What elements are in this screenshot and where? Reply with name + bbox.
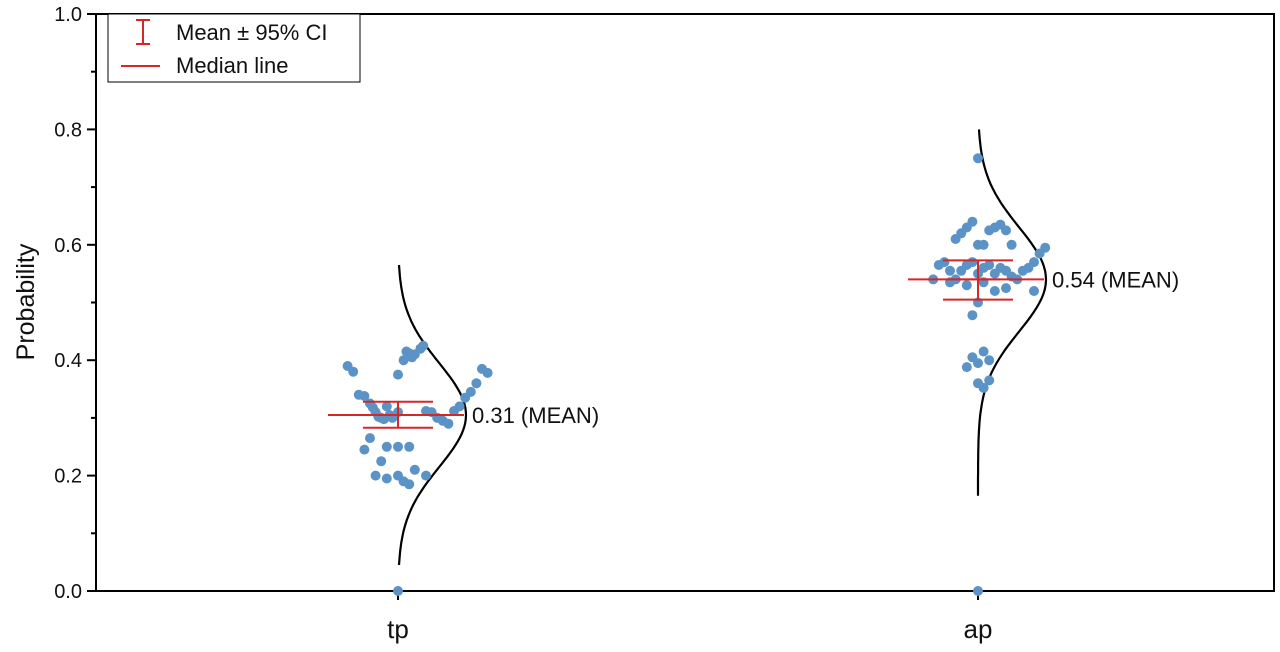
data-point [961,362,972,373]
data-point [393,441,403,452]
data-point [1029,286,1039,296]
y-axis: 0.0 0.2 0.4 0.6 0.8 1.0 [54,4,96,603]
data-point [973,153,983,164]
data-point [421,470,431,481]
chart-groups: 0.31 (MEAN) 0.54 (MEAN) [328,129,1179,596]
data-point [359,444,370,455]
x-tick-label: ap [964,614,993,644]
data-point [393,369,403,380]
data-point [978,346,989,357]
data-point [989,286,1000,296]
y-axis-label: Probability [12,243,40,360]
data-point [978,382,989,393]
data-point [370,470,381,481]
data-point [945,265,955,276]
data-point [984,375,995,386]
y-tick-label: 0.0 [54,581,82,603]
data-point [973,358,983,369]
legend-label-mean-ci: Mean ± 95% CI [176,20,327,45]
data-point [365,433,375,444]
legend-label-median: Median line [176,53,289,78]
data-point [973,586,983,596]
data-point [1001,225,1011,236]
density-curve [397,264,468,566]
data-point [1029,257,1039,268]
data-point [409,464,420,475]
data-point [393,586,403,596]
data-point [1001,283,1011,294]
group-ap: 0.54 (MEAN) [908,129,1179,596]
data-point [381,473,392,484]
legend: Mean ± 95% CI Median line [107,13,361,83]
data-point [939,257,950,268]
data-point [348,366,359,377]
x-tick-label: tp [387,614,409,644]
plot-frame [95,13,1275,592]
mean-annotation: 0.31 (MEAN) [472,403,599,428]
data-point [443,418,454,429]
data-point [984,260,995,270]
data-point [418,340,429,351]
data-point [482,367,493,378]
y-tick-label: 1.0 [54,4,82,26]
legend-errorbar-icon [136,19,150,45]
data-point [376,456,387,467]
data-point [984,355,995,366]
density-curve [976,129,1048,496]
data-point [404,441,415,452]
data-point [404,479,415,490]
data-point [1006,239,1017,250]
mean-annotation: 0.54 (MEAN) [1052,267,1179,292]
y-tick-label: 0.6 [54,235,82,257]
data-point [398,355,409,366]
x-axis: tp ap [387,591,992,644]
data-point [465,386,476,397]
data-point [454,401,465,412]
data-point [1040,242,1051,253]
y-tick-label: 0.4 [54,350,82,372]
data-point [967,216,978,227]
data-point [961,280,972,291]
y-tick-label: 0.2 [54,466,82,488]
group-tp: 0.31 (MEAN) [328,264,599,596]
data-point [359,391,370,401]
data-point [471,378,482,389]
data-point [967,257,978,268]
legend-box [107,13,361,83]
y-tick-label: 0.8 [54,119,82,141]
data-point [381,441,392,452]
data-point [978,239,989,250]
data-point [967,310,978,321]
data-point [381,401,392,412]
